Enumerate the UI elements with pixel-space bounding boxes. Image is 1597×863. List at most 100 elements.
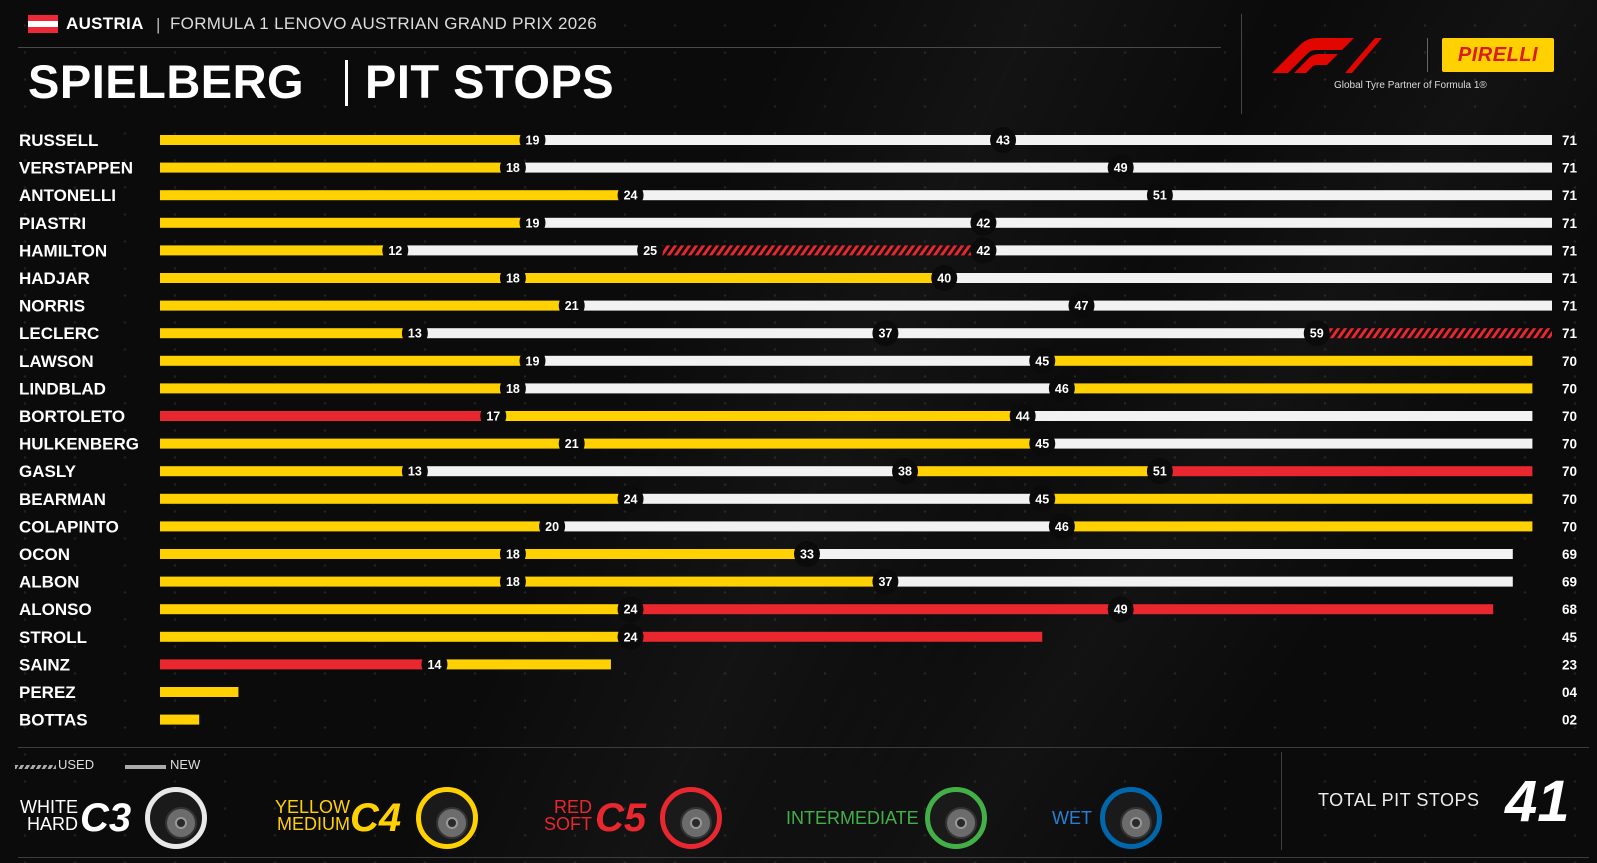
- final-lap-hadjar: 71: [1562, 271, 1578, 286]
- driver-row-russell: RUSSELL 19 43 71: [19, 127, 1577, 153]
- stint-bar-ocon-1: [160, 549, 513, 559]
- final-lap-hamilton: 71: [1562, 243, 1578, 258]
- driver-row-lawson: LAWSON 19 45 70: [19, 347, 1577, 374]
- stint-bar-sainz-2: [434, 659, 611, 670]
- stint-bar-hamilton-1: [160, 245, 396, 256]
- pit-stop-lap-piastri-1: 19: [526, 216, 540, 230]
- pit-stop-marker-colapinto-2: [1048, 513, 1075, 540]
- pit-stop-marker-bearman-1: [617, 485, 644, 512]
- pit-stop-marker-hamilton-1: [382, 237, 409, 264]
- final-lap-bearman: 70: [1562, 492, 1577, 507]
- pit-stop-marker-norris-2: [1068, 292, 1095, 319]
- stint-bar-bottas-1: [160, 714, 200, 725]
- driver-row-bortoleto: BORTOLETO 17 44 70: [19, 403, 1577, 429]
- pit-stop-marker-albon-1: [499, 568, 526, 595]
- pit-stop-lap-leclerc-2: 37: [878, 327, 892, 341]
- page-title: PIT STOPS: [365, 55, 615, 108]
- bottom-divider: [18, 857, 1589, 858]
- pit-stop-marker-verstappen-2: [1107, 154, 1134, 181]
- stint-bar-leclerc-1: [160, 328, 415, 339]
- stint-bar-albon-3: [885, 576, 1513, 587]
- final-lap-colapinto: 70: [1562, 519, 1577, 534]
- driver-row-ocon: OCON 18 33 69: [19, 541, 1577, 567]
- f1-logo-icon: [1272, 38, 1382, 73]
- pit-stop-marker-gasly-2: [892, 458, 919, 485]
- stint-bar-antonelli-1: [160, 190, 631, 201]
- stint-bar-lindblad-2: [512, 383, 1062, 394]
- pit-stop-lap-piastri-2: 42: [976, 216, 990, 230]
- pit-stop-lap-alonso-2: 49: [1114, 603, 1128, 617]
- final-lap-bortoleto: 70: [1562, 409, 1577, 424]
- driver-name-perez: PEREZ: [19, 683, 76, 702]
- pit-stop-marker-hulkenberg-1: [558, 430, 585, 457]
- pit-stop-marker-gasly-1: [401, 458, 428, 485]
- pit-stop-lap-alonso-1: 24: [624, 603, 638, 617]
- pit-stop-marker-hadjar-1: [499, 265, 526, 291]
- final-lap-russell: 71: [1562, 133, 1578, 148]
- stint-bar-piastri-1: [160, 217, 533, 228]
- hard-tyre-icon: [145, 787, 207, 849]
- austria-flag-icon: [28, 15, 58, 33]
- final-lap-lawson: 70: [1562, 354, 1577, 369]
- page-title-venue: SPIELBERG: [28, 55, 305, 108]
- used-tyre-swatch: [15, 765, 56, 769]
- stint-bar-verstappen-3: [1120, 162, 1552, 173]
- stint-bar-lawson-1: [160, 355, 533, 366]
- final-lap-alonso: 68: [1562, 602, 1578, 617]
- pit-stop-marker-sainz-1: [421, 651, 448, 678]
- final-lap-verstappen: 71: [1562, 161, 1578, 176]
- pit-stop-lap-bearman-2: 45: [1035, 492, 1049, 506]
- stint-bar-ocon-3: [806, 549, 1513, 559]
- driver-row-gasly: GASLY 13 38 51 70: [19, 458, 1577, 485]
- pit-stop-lap-antonelli-1: 24: [624, 189, 638, 203]
- pit-stop-marker-lindblad-2: [1048, 375, 1075, 402]
- stint-bar-hamilton-3: [650, 245, 984, 256]
- stint-bar-stroll-2: [630, 631, 1043, 642]
- pit-stop-marker-hamilton-2: [637, 237, 664, 264]
- total-divider: [1281, 752, 1282, 850]
- pit-stop-marker-stroll-1: [617, 623, 644, 650]
- pit-stop-lap-stroll-1: 24: [624, 630, 638, 644]
- driver-name-gasly: GASLY: [19, 462, 77, 481]
- stint-bar-bearman-3: [1042, 493, 1533, 504]
- stint-bar-verstappen-1: [160, 162, 513, 173]
- stint-bar-russell-1: [160, 135, 533, 145]
- pit-stop-lap-hamilton-2: 25: [643, 244, 657, 258]
- stint-bar-colapinto-3: [1061, 521, 1533, 532]
- pit-stop-lap-gasly-1: 13: [408, 465, 422, 479]
- driver-name-ocon: OCON: [19, 545, 70, 564]
- pit-stop-lap-lawson-2: 45: [1035, 354, 1049, 368]
- driver-name-albon: ALBON: [19, 573, 79, 592]
- pit-stop-lap-leclerc-3: 59: [1310, 327, 1324, 341]
- pit-stop-lap-antonelli-2: 51: [1153, 189, 1167, 203]
- stint-bar-colapinto-2: [552, 521, 1062, 532]
- pit-stop-marker-alonso-2: [1107, 596, 1134, 623]
- pit-stop-marker-bortoleto-2: [1009, 403, 1036, 429]
- final-lap-norris: 71: [1562, 299, 1578, 314]
- pit-stop-marker-leclerc-1: [401, 320, 428, 347]
- driver-row-sainz: SAINZ 14 23: [19, 651, 1577, 678]
- stint-bar-gasly-2: [414, 466, 906, 477]
- pit-stop-lap-ocon-2: 33: [800, 548, 814, 562]
- stint-bar-norris-2: [571, 300, 1082, 311]
- hard-name-label: HARD: [26, 814, 78, 834]
- pit-stop-lap-lindblad-2: 46: [1055, 382, 1069, 396]
- stint-bar-antonelli-2: [630, 190, 1160, 201]
- pit-stop-lap-leclerc-1: 13: [408, 327, 422, 341]
- driver-row-leclerc: LECLERC 13 37 59 71: [19, 320, 1578, 347]
- stint-bar-gasly-4: [1159, 466, 1533, 477]
- stint-bar-russell-2: [532, 135, 1004, 145]
- driver-name-stroll: STROLL: [19, 628, 87, 647]
- pit-stop-lap-hulkenberg-2: 45: [1035, 437, 1049, 451]
- header-separator: |: [156, 15, 161, 34]
- driver-name-colapinto: COLAPINTO: [19, 517, 119, 536]
- driver-name-leclerc: LECLERC: [19, 324, 99, 343]
- stint-bar-russell-3: [1003, 135, 1552, 145]
- pit-stop-lap-russell-1: 19: [526, 134, 540, 148]
- pit-stop-lap-norris-1: 21: [565, 299, 579, 313]
- stint-bar-lindblad-3: [1061, 383, 1533, 394]
- stint-bar-perez-1: [160, 687, 239, 697]
- total-pit-stops-label: TOTAL PIT STOPS: [1318, 790, 1480, 810]
- final-lap-leclerc: 71: [1562, 326, 1578, 341]
- stint-bar-lindblad-1: [160, 383, 513, 394]
